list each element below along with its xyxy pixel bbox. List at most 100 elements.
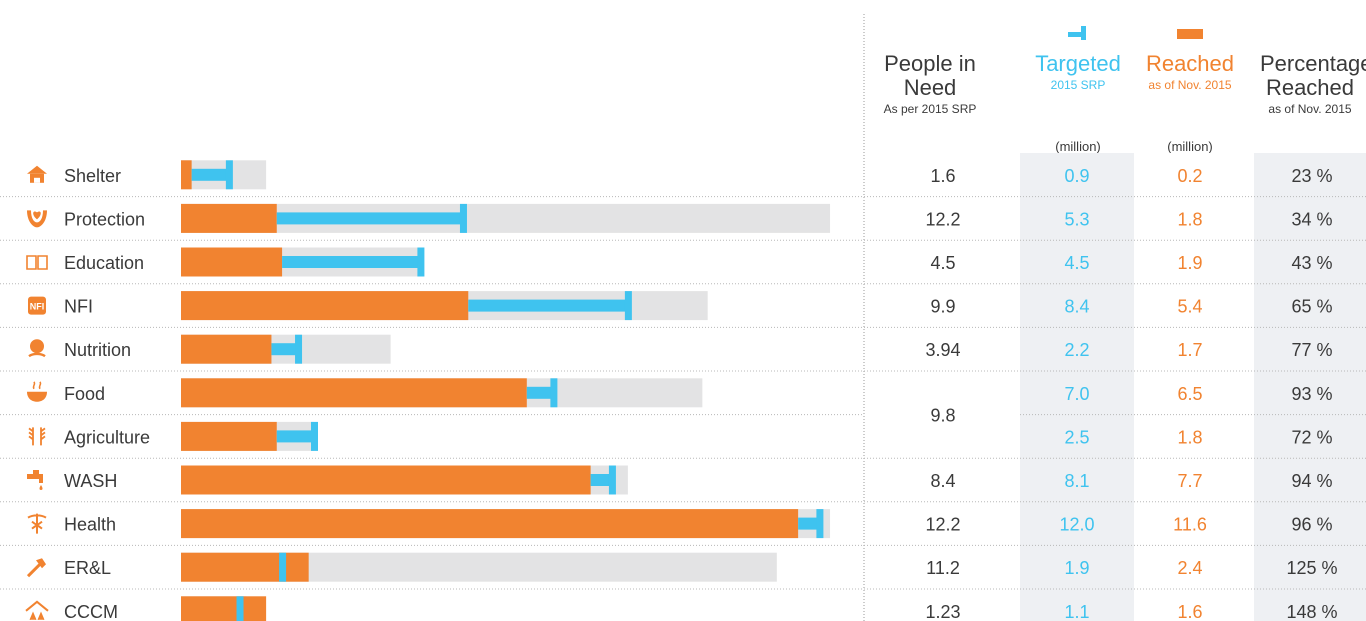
wheat-icon <box>28 427 46 446</box>
camp-roof <box>25 600 49 612</box>
header-people-in-need: People in Need As per 2015 SRP <box>870 51 990 117</box>
header-reached-sub: as of Nov. 2015 <box>1148 78 1232 93</box>
bowl-icon <box>27 381 47 402</box>
targeted-value: 8.1 <box>1064 471 1089 491</box>
header-reached-unit: (million) <box>1167 139 1213 154</box>
targeted-bar <box>271 343 299 356</box>
baby-head <box>30 339 44 354</box>
need-value: 3.94 <box>925 340 960 360</box>
header-targeted-unit: (million) <box>1055 139 1101 154</box>
targeted-cap <box>459 203 467 233</box>
targeted-value: 12.0 <box>1059 515 1094 535</box>
house-icon <box>27 165 47 183</box>
sector-label: CCCM <box>64 602 118 621</box>
reached-value: 6.5 <box>1177 384 1202 404</box>
percentage-value: 23 % <box>1291 166 1332 186</box>
reached-value: 1.7 <box>1177 340 1202 360</box>
header-targeted-title: Targeted <box>1035 51 1121 76</box>
baby-icon <box>28 339 46 358</box>
sector-label: Food <box>64 384 105 404</box>
need-value: 12.2 <box>925 515 960 535</box>
percentage-value: 94 % <box>1291 471 1332 491</box>
header-targeted: Targeted 2015 SRP (million) <box>1020 26 1136 156</box>
tap-handle <box>33 470 39 474</box>
tap-spout <box>39 479 43 483</box>
water-tap-icon <box>27 470 43 490</box>
sector-label: ER&L <box>64 558 111 578</box>
sector-label: Nutrition <box>64 340 131 360</box>
targeted-cap <box>279 552 287 582</box>
header-percentage-title: Percentage Reached <box>1260 51 1366 101</box>
open-book-icon <box>26 255 48 270</box>
reached-value: 0.2 <box>1177 166 1202 186</box>
targeted-cap <box>816 509 824 539</box>
reached-bar <box>181 465 591 495</box>
targeted-bar <box>798 517 820 530</box>
percentage-column-bg <box>1254 153 1366 621</box>
sector-label: Education <box>64 253 144 273</box>
targeted-cap <box>417 247 425 277</box>
book-pages <box>26 255 48 270</box>
tap-pipe <box>27 474 43 479</box>
need-value: 9.9 <box>930 297 955 317</box>
need-value: 11.2 <box>926 558 960 578</box>
targeted-bar <box>526 386 554 399</box>
reached-value: 1.9 <box>1177 253 1202 273</box>
need-value: 9.8 <box>930 406 955 426</box>
targeted-cap <box>624 291 632 321</box>
header-targeted-sub: 2015 SRP <box>1050 78 1106 93</box>
reached-bar <box>181 160 192 190</box>
percentage-value: 43 % <box>1291 253 1332 273</box>
targeted-value: 8.4 <box>1064 297 1089 317</box>
percentage-value: 125 % <box>1286 558 1337 578</box>
targeted-cap <box>311 421 318 451</box>
reached-bar <box>181 421 277 451</box>
wheat-stalks <box>28 427 46 446</box>
reached-bar <box>181 552 309 582</box>
targeted-cap <box>295 334 303 364</box>
targeted-value: 1.9 <box>1064 558 1089 578</box>
sector-label: Protection <box>64 209 145 229</box>
targeted-bar <box>276 212 463 225</box>
need-value: 1.23 <box>925 602 960 621</box>
reached-bar <box>181 596 267 621</box>
reached-bar <box>181 509 799 539</box>
reached-value: 5.4 <box>1177 297 1202 317</box>
reached-bar <box>181 378 527 408</box>
reached-bar <box>181 247 283 277</box>
reached-value: 1.8 <box>1177 427 1202 447</box>
targeted-legend-cap <box>1081 26 1086 40</box>
bowl-steam <box>32 381 42 390</box>
house-roof <box>27 165 47 174</box>
targeted-bar <box>590 474 612 486</box>
caduceus-icon <box>27 513 47 534</box>
reached-value: 1.6 <box>1177 602 1202 621</box>
targeted-cap <box>608 465 616 495</box>
targeted-value: 1.1 <box>1064 602 1089 621</box>
camp-tents <box>29 611 45 620</box>
targeted-bar <box>276 430 314 443</box>
bowl-body <box>27 391 47 402</box>
header-need-sub: As per 2015 SRP <box>883 102 977 117</box>
hands-heart-icon <box>27 210 47 228</box>
percentage-value: 96 % <box>1291 515 1332 535</box>
targeted-legend-bar <box>1068 32 1082 37</box>
targeted-value: 7.0 <box>1064 384 1089 404</box>
need-value: 8.4 <box>930 471 955 491</box>
nfi-icon: NFI <box>28 296 46 315</box>
reached-value: 1.8 <box>1177 209 1202 229</box>
hands-shape <box>27 210 47 228</box>
caduceus-shape <box>27 513 47 534</box>
heart-shape <box>33 211 41 220</box>
sector-label: Agriculture <box>64 427 150 447</box>
header-percentage: Percentage Reached as of Nov. 2015 <box>1254 51 1366 117</box>
sector-label: WASH <box>64 471 117 491</box>
targeted-value: 0.9 <box>1064 166 1089 186</box>
nfi-box <box>28 296 46 315</box>
need-value: 1.6 <box>930 166 955 186</box>
targeted-cap <box>236 596 244 621</box>
need-value: 12.2 <box>925 209 960 229</box>
percentage-value: 148 % <box>1286 602 1337 621</box>
reached-bar <box>181 334 272 364</box>
